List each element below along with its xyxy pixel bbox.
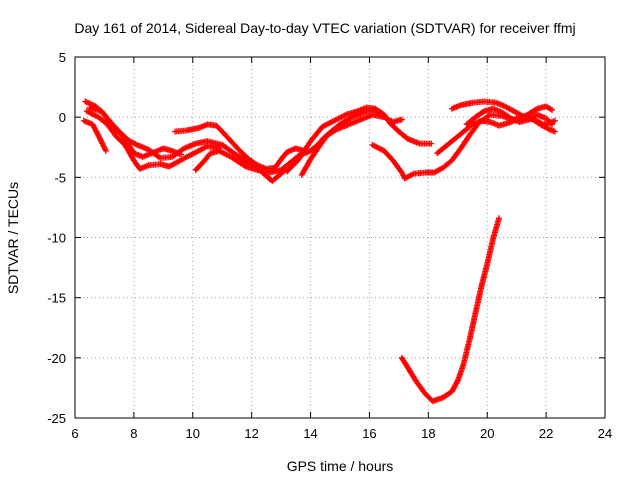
x-tick-label: 8: [130, 426, 137, 441]
y-tick-label: -5: [54, 170, 66, 185]
data-point: [551, 128, 558, 135]
x-tick-label: 20: [480, 426, 494, 441]
y-tick-label: -20: [47, 351, 66, 366]
grid-lines: [75, 57, 605, 418]
data-point: [375, 109, 382, 116]
data-points: [80, 98, 558, 405]
data-point: [547, 120, 554, 127]
data-point: [241, 162, 248, 169]
x-tick-label: 18: [421, 426, 435, 441]
data-point: [428, 140, 435, 147]
y-tick-label: 0: [59, 110, 66, 125]
x-tick-label: 24: [598, 426, 612, 441]
x-axis-label: GPS time / hours: [287, 458, 394, 474]
x-tick-label: 22: [539, 426, 553, 441]
y-tick-label: -25: [47, 411, 66, 426]
data-point: [549, 106, 555, 113]
data-point: [496, 215, 502, 222]
data-point: [549, 121, 555, 128]
x-tick-label: 16: [362, 426, 376, 441]
y-axis-label: SDTVAR / TECUs: [5, 182, 21, 294]
y-tick-label: -15: [47, 291, 66, 306]
data-point: [480, 109, 487, 116]
data-point: [102, 147, 109, 154]
y-tick-label: -10: [47, 231, 66, 246]
x-tick-label: 6: [71, 426, 78, 441]
data-point: [551, 117, 558, 124]
axis-ticks: 6 8 10 12 14 16 18 20 22 24 5 0 -5 -10 -15 -20 -25: [47, 50, 612, 441]
x-tick-label: 14: [303, 426, 317, 441]
y-tick-label: 5: [59, 50, 66, 65]
data-point: [398, 116, 405, 123]
x-tick-label: 12: [244, 426, 258, 441]
chart-title: Day 161 of 2014, Sidereal Day-to-day VTE…: [74, 20, 575, 36]
x-tick-label: 10: [186, 426, 200, 441]
data-point: [532, 106, 539, 113]
